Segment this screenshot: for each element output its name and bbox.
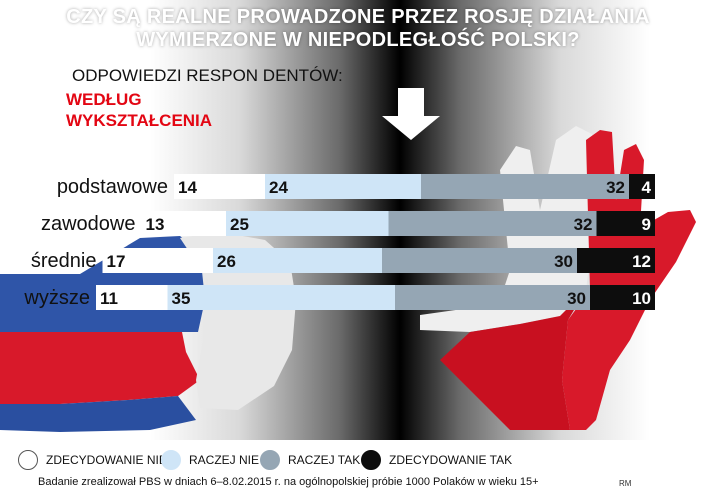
bar-wyzsze-zdecydowanie-tak	[590, 285, 655, 310]
bar-podstawowe-raczej-nie	[265, 174, 421, 199]
legend-item-zdecydowanie-nie: ZDECYDOWANIE NIE	[18, 448, 167, 472]
author-credit: RM	[619, 479, 632, 488]
bar-zawodowe-zdecydowanie-nie	[141, 211, 226, 236]
fist-blue-lower	[0, 396, 196, 432]
legend-swatch-raczej-nie	[161, 450, 181, 470]
bar-podstawowe-zdecydowanie-nie	[174, 174, 265, 199]
bar-wyzsze-raczej-tak	[395, 285, 590, 310]
value-label-srednie-raczej-nie: 26	[217, 252, 236, 271]
legend-swatch-zdecydowanie-nie	[18, 450, 38, 470]
value-label-podstawowe-zdecydowanie-nie: 14	[178, 178, 197, 197]
bar-zawodowe-raczej-tak	[388, 211, 597, 236]
source-note: Badanie zrealizował PBS w dniach 6–8.02.…	[38, 476, 539, 488]
legend-label-raczej-tak: RACZEJ TAK	[288, 453, 361, 467]
hand-red-fingers	[562, 130, 696, 430]
value-label-wyzsze-zdecydowanie-tak: 10	[632, 289, 651, 308]
value-label-zawodowe-zdecydowanie-tak: 9	[642, 215, 651, 234]
category-label-zawodowe: zawodowe	[41, 213, 136, 235]
legend-label-zdecydowanie-nie: ZDECYDOWANIE NIE	[46, 453, 167, 467]
category-label-srednie: średnie	[31, 250, 97, 272]
value-label-podstawowe-raczej-tak: 32	[606, 178, 625, 197]
bar-srednie-raczej-tak	[382, 248, 577, 273]
legend-swatch-raczej-tak	[260, 450, 280, 470]
legend-swatch-zdecydowanie-tak	[361, 450, 381, 470]
category-label-podstawowe: podstawowe	[57, 176, 168, 198]
value-label-zawodowe-raczej-tak: 32	[574, 215, 593, 234]
value-label-wyzsze-zdecydowanie-nie: 11	[100, 289, 118, 308]
legend-label-zdecydowanie-tak: ZDECYDOWANIE TAK	[389, 453, 513, 467]
bar-podstawowe-raczej-tak	[421, 174, 629, 199]
group-label: WEDŁUG WYKSZTAŁCENIA	[66, 89, 212, 131]
fist-white-stripe	[180, 232, 296, 410]
value-label-wyzsze-raczej-nie: 35	[172, 289, 191, 308]
bar-zawodowe-raczej-nie	[226, 211, 389, 236]
bar-zawodowe-zdecydowanie-tak	[596, 211, 655, 236]
bar-srednie-raczej-nie	[213, 248, 382, 273]
legend-item-raczej-nie: RACZEJ NIE	[161, 448, 259, 472]
value-label-zawodowe-raczej-nie: 25	[230, 215, 249, 234]
value-label-zawodowe-zdecydowanie-nie: 13	[146, 215, 165, 234]
down-arrow-icon	[382, 88, 440, 140]
bar-podstawowe-zdecydowanie-tak	[629, 174, 655, 199]
hand-red-palm	[440, 290, 586, 430]
legend: ZDECYDOWANIE NIE RACZEJ NIE RACZEJ TAK Z…	[18, 448, 708, 472]
value-label-wyzsze-raczej-tak: 30	[567, 289, 586, 308]
bar-srednie-zdecydowanie-nie	[102, 248, 213, 273]
chart-title: CZY SĄ REALNE PROWADZONE PRZEZ ROSJĘ DZI…	[0, 6, 716, 52]
bar-srednie-zdecydowanie-tak	[577, 248, 655, 273]
group-label-line-2: WYKSZTAŁCENIA	[66, 111, 213, 130]
legend-item-zdecydowanie-tak: ZDECYDOWANIE TAK	[361, 448, 512, 472]
category-label-wyzsze: wyższe	[23, 287, 90, 309]
legend-item-raczej-tak: RACZEJ TAK	[260, 448, 360, 472]
value-label-srednie-zdecydowanie-nie: 17	[107, 252, 126, 271]
title-line-2: WYMIERZONE W NIEPODLEGŁOŚĆ POLSKI?	[136, 29, 580, 51]
value-label-podstawowe-zdecydowanie-tak: 4	[642, 178, 652, 197]
bar-wyzsze-raczej-nie	[167, 285, 395, 310]
legend-label-raczej-nie: RACZEJ NIE	[189, 453, 260, 467]
title-line-1: CZY SĄ REALNE PROWADZONE PRZEZ ROSJĘ DZI…	[66, 6, 650, 28]
chart-subtitle: ODPOWIEDZI RESPON DENTÓW:	[72, 66, 343, 85]
value-label-srednie-raczej-tak: 30	[554, 252, 573, 271]
bar-wyzsze-zdecydowanie-nie	[96, 285, 168, 310]
value-label-podstawowe-raczej-nie: 24	[269, 178, 288, 197]
fist-red-stripe	[0, 332, 200, 404]
group-label-line-1: WEDŁUG	[66, 90, 142, 109]
value-label-srednie-zdecydowanie-tak: 12	[632, 252, 651, 271]
